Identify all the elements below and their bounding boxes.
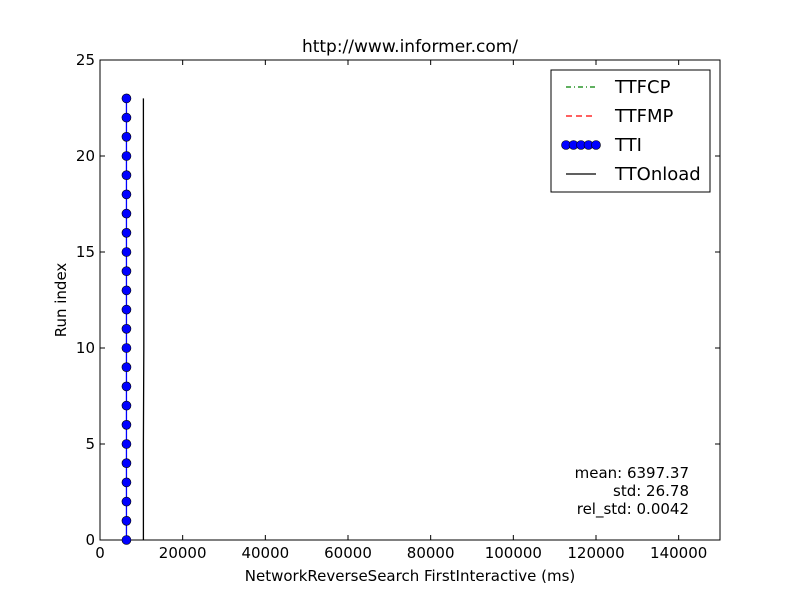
legend-marker-tti (591, 140, 601, 150)
x-tick-label: 60000 (324, 544, 372, 562)
x-axis-ticks: 0 20000 40000 60000 80000 100000 120000 140000 (95, 60, 707, 562)
data-point-tti (121, 247, 132, 257)
data-point-tti (121, 189, 132, 200)
x-tick-label: 0 (95, 544, 105, 562)
y-tick-label: 5 (85, 435, 95, 453)
data-point-tti (121, 381, 132, 392)
data-point-tti (121, 208, 132, 219)
legend-entries: TTFCP TTFMP TTI TTOnload (561, 77, 701, 185)
stat-mean: mean: 6397.37 (575, 464, 689, 482)
chart-title: http://www.informer.com/ (302, 37, 518, 57)
stat-rel-std: rel_std: 0.0042 (577, 500, 689, 519)
x-axis-label: NetworkReverseSearch FirstInteractive (m… (245, 567, 576, 585)
y-tick-label: 20 (76, 147, 95, 165)
data-point-tti (121, 285, 132, 296)
data-point-tti (121, 477, 132, 488)
y-tick-label: 15 (76, 243, 95, 261)
y-tick-label: 0 (85, 531, 95, 549)
data-point-tti (121, 93, 132, 104)
series-layer (121, 93, 145, 545)
legend: TTFCP TTFMP TTI TTOnload (550, 69, 711, 193)
legend-label-ttfcp: TTFCP (614, 77, 671, 98)
y-axis-ticks: 0 5 10 15 20 25 (76, 51, 720, 549)
data-point-tti (121, 343, 132, 353)
x-tick-label: 140000 (650, 544, 707, 562)
data-point-tti (121, 458, 132, 469)
data-point-tti (121, 170, 132, 180)
data-point-tti (121, 515, 132, 526)
data-point-tti (121, 400, 132, 411)
x-tick-label: 120000 (567, 544, 624, 562)
data-point-tti (121, 132, 132, 142)
data-point-tti (121, 112, 132, 123)
x-tick-label: 100000 (485, 544, 542, 562)
data-point-tti (121, 362, 132, 373)
plot-area (99, 59, 721, 541)
plot-frame (99, 59, 721, 541)
legend-label-ttonload: TTOnload (614, 164, 701, 185)
data-point-tti (121, 304, 132, 315)
y-tick-label: 25 (76, 51, 95, 69)
y-tick-label: 10 (76, 339, 95, 357)
data-point-tti (121, 439, 132, 449)
data-point-tti (121, 151, 132, 161)
data-point-tti (121, 266, 132, 277)
legend-label-tti: TTI (614, 135, 642, 156)
y-axis-label: Run index (52, 263, 70, 338)
x-tick-label: 20000 (159, 544, 207, 562)
data-point-tti (121, 323, 132, 334)
data-point-tti (121, 535, 132, 545)
data-point-tti (121, 496, 132, 507)
legend-label-ttfmp: TTFMP (614, 106, 674, 127)
stats-annotation: mean: 6397.37 std: 26.78 rel_std: 0.0042 (575, 464, 689, 519)
legend-frame (550, 69, 711, 193)
data-point-tti (121, 419, 132, 430)
x-tick-label: 80000 (407, 544, 455, 562)
x-tick-label: 40000 (241, 544, 289, 562)
stat-std: std: 26.78 (613, 482, 689, 500)
data-point-tti (121, 228, 132, 238)
